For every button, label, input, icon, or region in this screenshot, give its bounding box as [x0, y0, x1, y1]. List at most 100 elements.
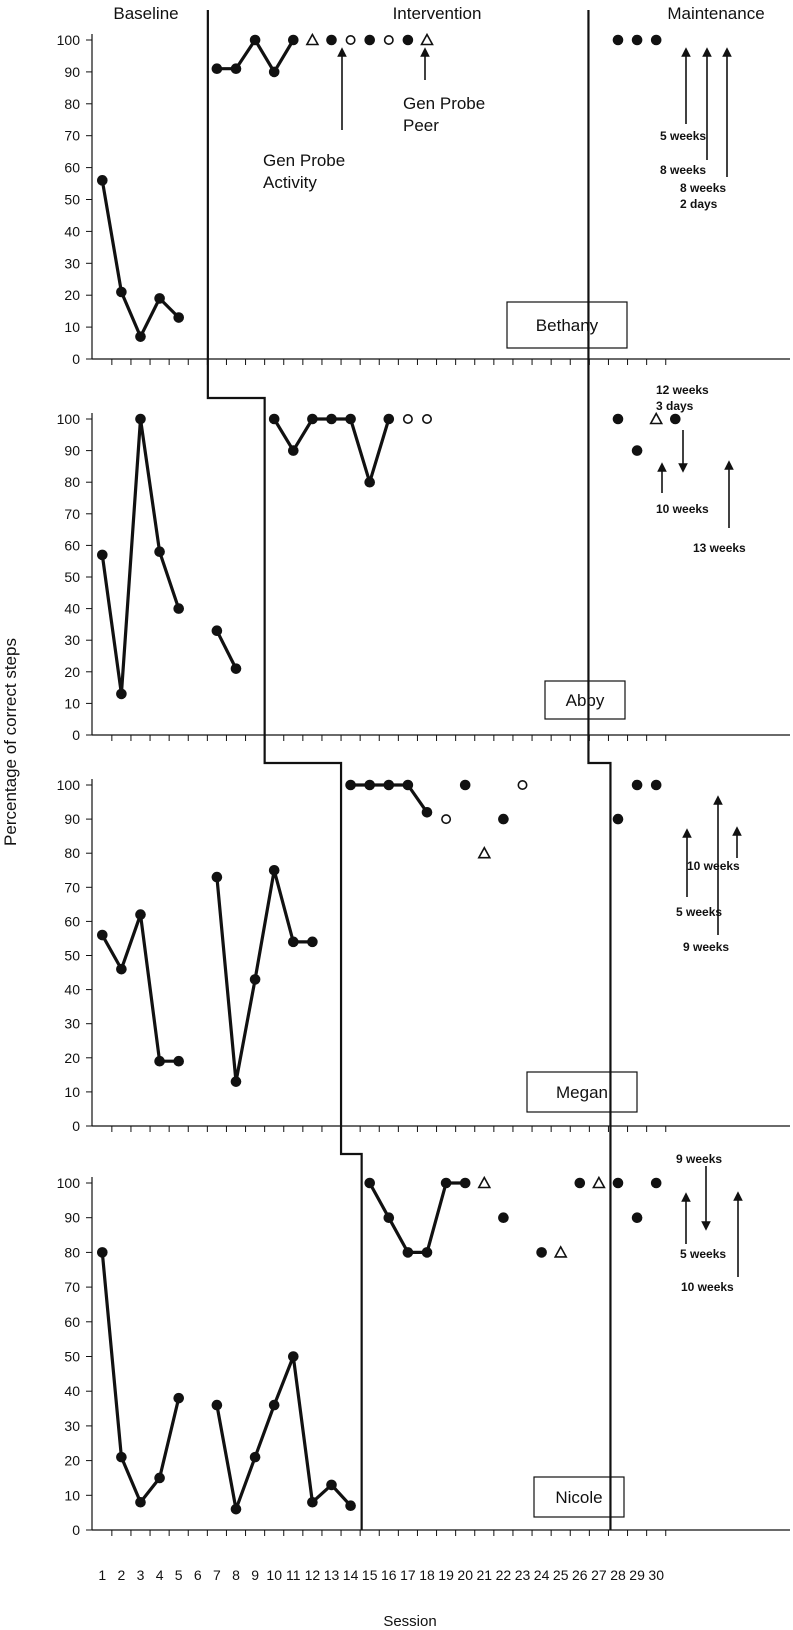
y-tick-label: 80 [64, 1244, 80, 1260]
data-point [631, 779, 643, 791]
data-point [305, 32, 320, 46]
y-tick-label: 0 [72, 1118, 80, 1134]
annotation-label: 10 weeks [681, 1280, 734, 1294]
data-point [459, 779, 471, 791]
x-tick-label: 20 [457, 1567, 473, 1583]
x-tick-label: 28 [610, 1567, 626, 1583]
y-axis-title: Percentage of correct steps [1, 638, 20, 846]
data-point [97, 1247, 108, 1258]
annotation-line: Gen Probe [263, 151, 345, 170]
data-point [268, 864, 280, 876]
x-tick-label: 8 [232, 1567, 240, 1583]
data-point [383, 413, 395, 425]
baseline-intervention-step-line [206, 10, 363, 1530]
data-point [383, 779, 395, 791]
data-point [326, 1479, 337, 1491]
data-point [211, 63, 223, 75]
x-tick-label: 30 [648, 1567, 664, 1583]
y-tick-label: 80 [64, 96, 80, 112]
annotation-line: 13 weeks [693, 541, 746, 555]
annotation-label: 10 weeks [687, 859, 740, 873]
y-tick-label: 10 [64, 695, 80, 711]
series-intervention [268, 413, 395, 488]
data-point [288, 936, 299, 948]
data-point [553, 1245, 568, 1258]
data-point [230, 63, 242, 75]
series-gen-probe-activity [477, 846, 492, 859]
series-baseline-b [211, 864, 318, 1087]
data-point [670, 413, 681, 425]
series-intervention [211, 34, 299, 78]
y-tick-label: 30 [64, 632, 80, 648]
annotation-line: Peer [403, 116, 439, 135]
annotation-line: 8 weeks [680, 181, 726, 195]
data-point [420, 32, 434, 46]
series-baseline-b [211, 1351, 356, 1515]
data-point [116, 1451, 127, 1463]
data-point [345, 779, 356, 791]
annotation-line: 10 weeks [687, 859, 740, 873]
data-point [268, 66, 280, 78]
series-gen-probe-peer [402, 413, 432, 424]
y-tick-label: 50 [64, 948, 80, 964]
data-point [268, 413, 280, 425]
data-point [574, 1177, 586, 1189]
y-tick-label: 40 [64, 1383, 80, 1399]
y-tick-label: 70 [64, 879, 80, 895]
annotation-label: 5 weeks [680, 1247, 726, 1261]
x-tick-label: 27 [591, 1567, 607, 1583]
series-gen-probe-peer [441, 779, 528, 825]
annotation-line: 5 weeks [680, 1247, 726, 1261]
panel-megan: 0 10 20 30 40 50 60 70 80 90 100 Megan 10 weeks 5 wee… [57, 777, 790, 1134]
data-point [383, 34, 394, 45]
y-tick-label: 10 [64, 319, 80, 335]
data-point [612, 413, 624, 425]
participant-label-box [544, 680, 626, 720]
participant-label: Bethany [536, 316, 599, 335]
y-tick-label: 20 [64, 664, 80, 680]
series-line [215, 630, 238, 670]
annotation-line: Activity [263, 173, 317, 192]
x-tick-label: 6 [194, 1567, 202, 1583]
data-point [650, 34, 662, 46]
panel-bethany: 0 10 20 30 40 50 60 70 80 90 100 Bethany Gen Probe Ac… [57, 32, 790, 367]
data-point [345, 34, 356, 45]
y-tick-label: 40 [64, 223, 80, 239]
annotation-line: 9 weeks [676, 1152, 722, 1166]
x-tick-label: 16 [381, 1567, 397, 1583]
annotation-label: Gen Probe Activity [263, 151, 345, 192]
data-point [498, 813, 509, 825]
maintenance-phase-line [587, 10, 612, 1530]
data-point [631, 34, 643, 46]
y-tick-label: 20 [64, 1453, 80, 1469]
annotation-line: 9 weeks [683, 940, 729, 954]
data-point [364, 779, 376, 791]
data-point [402, 1247, 414, 1258]
series-gen-probe-activity [305, 32, 434, 46]
x-tick-label: 10 [266, 1567, 282, 1583]
y-tick-label: 100 [57, 411, 81, 427]
x-tick-label: 11 [286, 1567, 301, 1583]
x-tick-label: 5 [175, 1567, 183, 1583]
participant-label-box [526, 1071, 638, 1113]
x-tick-label: 21 [477, 1567, 493, 1583]
series-gen-probe-peer [345, 34, 394, 45]
y-tick-label: 50 [64, 569, 80, 585]
x-tick-label: 13 [324, 1567, 340, 1583]
data-point [649, 411, 664, 425]
data-point [631, 445, 643, 456]
y-tick-label: 90 [64, 811, 80, 827]
data-point [288, 34, 299, 46]
y-tick-label: 30 [64, 1418, 80, 1434]
data-point [364, 476, 376, 488]
x-tick-label: 14 [343, 1567, 359, 1583]
data-point [230, 1076, 242, 1087]
series-intervention [345, 779, 433, 818]
phase-title-baseline: Baseline [113, 4, 178, 23]
data-point [97, 175, 108, 186]
data-point [383, 1212, 395, 1223]
data-point [421, 1247, 433, 1258]
x-tick-label: 3 [137, 1567, 145, 1583]
annotation-label: 5 weeks [676, 905, 722, 919]
